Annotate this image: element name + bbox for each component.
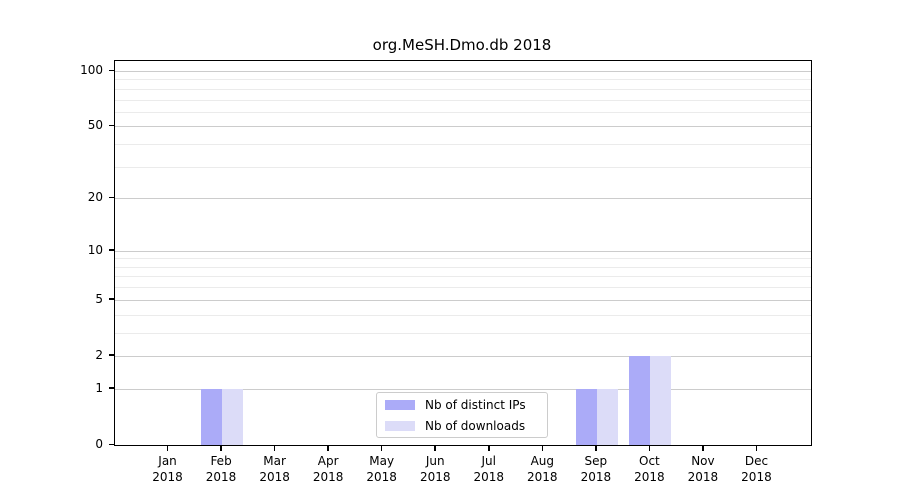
bar-distinct-ips-feb	[201, 388, 223, 445]
legend-label-downloads: Nb of downloads	[425, 418, 526, 433]
gridline-y-60	[115, 111, 811, 113]
y-tick-0	[109, 443, 114, 445]
bar-distinct-ips-sep	[575, 388, 597, 445]
gridline-y-70	[115, 99, 811, 101]
x-tick-sep	[595, 445, 597, 451]
gridline-y-4	[115, 314, 811, 316]
x-tick-label-jul: Jul 2018	[473, 454, 505, 484]
x-tick-label-aug: Aug 2018	[527, 454, 558, 484]
gridline-y-1	[115, 388, 811, 390]
x-tick-label-oct: Oct 2018	[634, 454, 665, 484]
bar-downloads-sep	[596, 388, 618, 445]
x-tick-may	[380, 445, 383, 451]
plot-area	[114, 60, 812, 446]
y-tick-100	[109, 69, 114, 71]
y-tick-20	[109, 196, 114, 199]
x-tick-jul	[488, 445, 490, 451]
gridline-y-2	[115, 355, 811, 357]
x-tick-label-sep: Sep 2018	[580, 454, 612, 484]
x-tick-dec	[755, 445, 758, 451]
x-tick-label-mar: Mar 2018	[259, 454, 290, 484]
x-tick-label-nov: Nov 2018	[687, 454, 719, 484]
x-tick-label-apr: Apr 2018	[312, 454, 344, 484]
x-tick-label-jan: Jan 2018	[152, 454, 183, 484]
gridline-y-20	[115, 198, 811, 200]
x-tick-feb	[220, 445, 222, 451]
x-tick-label-feb: Feb 2018	[205, 454, 237, 484]
y-tick-5	[109, 298, 114, 300]
gridline-y-7	[115, 276, 811, 278]
x-tick-oct	[648, 445, 651, 451]
gridline-y-30	[115, 166, 811, 168]
y-tick-label-5: 5	[95, 291, 103, 306]
y-tick-1	[109, 387, 114, 389]
x-tick-label-dec: Dec 2018	[741, 454, 772, 484]
gridline-y-6	[115, 287, 811, 289]
y-tick-10	[109, 249, 114, 251]
gridline-y-10	[115, 250, 811, 252]
x-tick-jun	[434, 445, 436, 451]
bar-distinct-ips-oct	[629, 355, 651, 445]
bar-downloads-oct	[650, 355, 672, 445]
legend-item-distinct-ips: Nb of distinct IPs	[385, 396, 539, 414]
y-tick-label-10: 10	[87, 242, 103, 257]
bar-downloads-feb	[222, 388, 244, 445]
gridline-y-3	[115, 332, 811, 334]
gridline-y-8	[115, 266, 811, 268]
legend-swatch-downloads	[385, 420, 415, 431]
gridline-y-5	[115, 299, 811, 301]
y-tick-label-0: 0	[95, 437, 103, 451]
x-tick-label-jun: Jun 2018	[419, 454, 451, 484]
y-tick-2	[109, 354, 114, 356]
legend-swatch-distinct-ips	[385, 399, 415, 410]
gridline-y-100	[115, 71, 811, 72]
x-tick-apr	[327, 445, 329, 451]
gridline-y-80	[115, 88, 811, 90]
y-tick-label-20: 20	[87, 190, 103, 205]
y-tick-label-50: 50	[87, 118, 103, 133]
legend-label-distinct-ips: Nb of distinct IPs	[425, 397, 526, 412]
x-tick-mar	[273, 445, 276, 451]
gridline-y-9	[115, 258, 811, 260]
y-tick-50	[109, 124, 114, 127]
y-tick-label-100: 100	[80, 63, 103, 77]
legend-item-downloads: Nb of downloads	[385, 417, 539, 435]
gridline-y-40	[115, 144, 811, 146]
x-tick-label-may: May 2018	[366, 454, 397, 484]
x-tick-nov	[702, 445, 704, 451]
legend: Nb of distinct IPs Nb of downloads	[376, 392, 548, 438]
y-tick-label-1: 1	[95, 380, 103, 395]
gridline-y-90	[115, 79, 811, 81]
x-tick-aug	[541, 445, 544, 451]
chart-title: org.MeSH.Dmo.db 2018	[372, 36, 552, 54]
gridline-y-50	[115, 126, 811, 128]
x-tick-jan	[166, 445, 169, 451]
y-tick-label-2: 2	[95, 347, 103, 362]
